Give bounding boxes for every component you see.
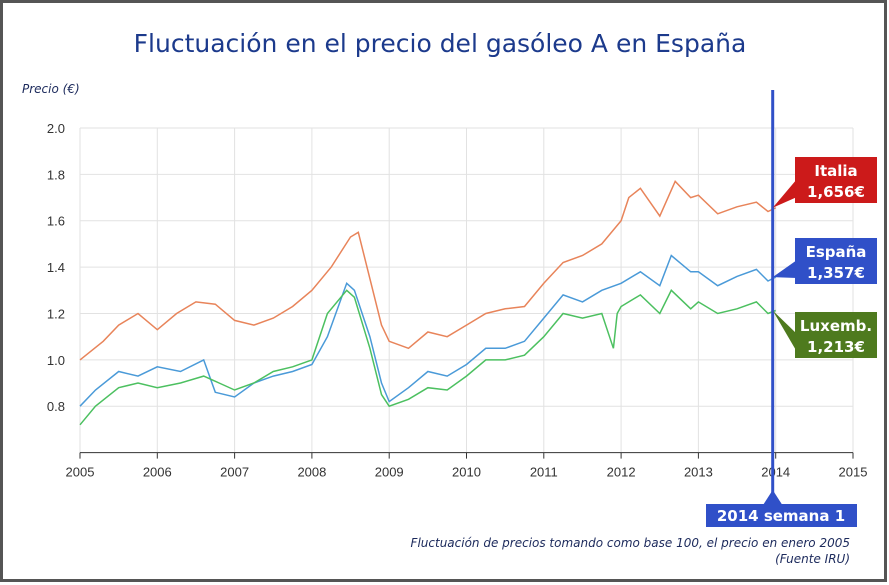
series-name: Italia — [814, 162, 857, 180]
marker-pointer — [763, 490, 782, 504]
annotation-note: Fluctuación de precios tomando como base… — [411, 536, 850, 550]
series-lines — [79, 179, 777, 426]
x-tick-label: 2012 — [607, 465, 636, 480]
callout-pointer — [772, 310, 797, 352]
callout-0: Italia 1,656€ — [772, 157, 877, 208]
annotation-source: (Fuente IRU) — [775, 552, 850, 566]
series-line-2 — [79, 289, 776, 426]
x-axis: 2005 2006 2007 2008 2009 2010 2011 2012 2013 2014… — [66, 452, 868, 480]
marker: 2014 semana 1 — [706, 90, 857, 527]
callout-2: Luxemb. 1,213€ — [772, 310, 877, 358]
series-line-0 — [79, 179, 777, 361]
x-tick-label: 2008 — [297, 465, 326, 480]
x-tick-label: 2014 — [761, 465, 790, 480]
y-axis: 2.0 1.8 1.6 1.4 1.2 1.0 0.8 — [47, 121, 65, 414]
x-tick-label: 2010 — [452, 465, 481, 480]
y-tick-label: 1.6 — [47, 214, 65, 229]
y-tick-label: 2.0 — [47, 121, 65, 136]
x-tick-label: 2011 — [530, 465, 558, 480]
x-tick-label: 2013 — [684, 465, 713, 480]
x-tick-label: 2007 — [220, 465, 249, 480]
y-tick-label: 1.8 — [47, 167, 65, 182]
y-tick-label: 1.0 — [47, 353, 65, 368]
callout-box — [795, 312, 877, 358]
callout-box — [795, 157, 877, 203]
series-name: España — [806, 243, 867, 261]
series-name: Luxemb. — [800, 317, 872, 335]
y-tick-label: 0.8 — [47, 399, 65, 414]
x-tick-label: 2009 — [375, 465, 404, 480]
x-tick-label: 2006 — [143, 465, 172, 480]
x-tick-label: 2005 — [66, 465, 95, 480]
x-tick-label: 2015 — [839, 465, 868, 480]
callout-pointer — [772, 260, 797, 278]
marker-label: 2014 semana 1 — [717, 507, 845, 525]
y-axis-label: Precio (€) — [22, 82, 80, 96]
y-tick-label: 1.2 — [47, 306, 65, 321]
callout-1: España 1,357€ — [772, 238, 877, 284]
callout-pointer — [772, 179, 797, 208]
series-end-value: 1,357€ — [807, 264, 865, 282]
marker-label-box — [706, 504, 857, 527]
callout-box — [795, 238, 877, 284]
y-tick-label: 1.4 — [47, 260, 65, 275]
series-end-value: 1,213€ — [807, 338, 865, 356]
chart-title: Fluctuación en el precio del gasóleo A e… — [134, 29, 747, 58]
series-line-1 — [79, 254, 777, 407]
series-end-value: 1,656€ — [807, 183, 865, 201]
callouts: Italia 1,656€ España 1,357€ Luxemb. 1,213€ — [772, 157, 877, 358]
